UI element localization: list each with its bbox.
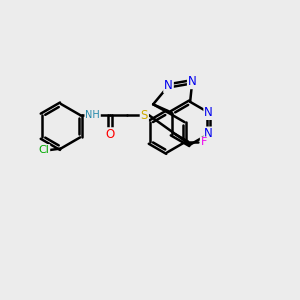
Text: N: N (188, 75, 197, 88)
Text: N: N (164, 79, 173, 92)
Text: Cl: Cl (38, 145, 49, 155)
Text: F: F (201, 137, 207, 147)
Text: NH: NH (85, 110, 100, 120)
Text: O: O (105, 128, 115, 141)
Text: N: N (204, 106, 213, 119)
Text: N: N (204, 128, 213, 140)
Text: S: S (141, 109, 148, 122)
